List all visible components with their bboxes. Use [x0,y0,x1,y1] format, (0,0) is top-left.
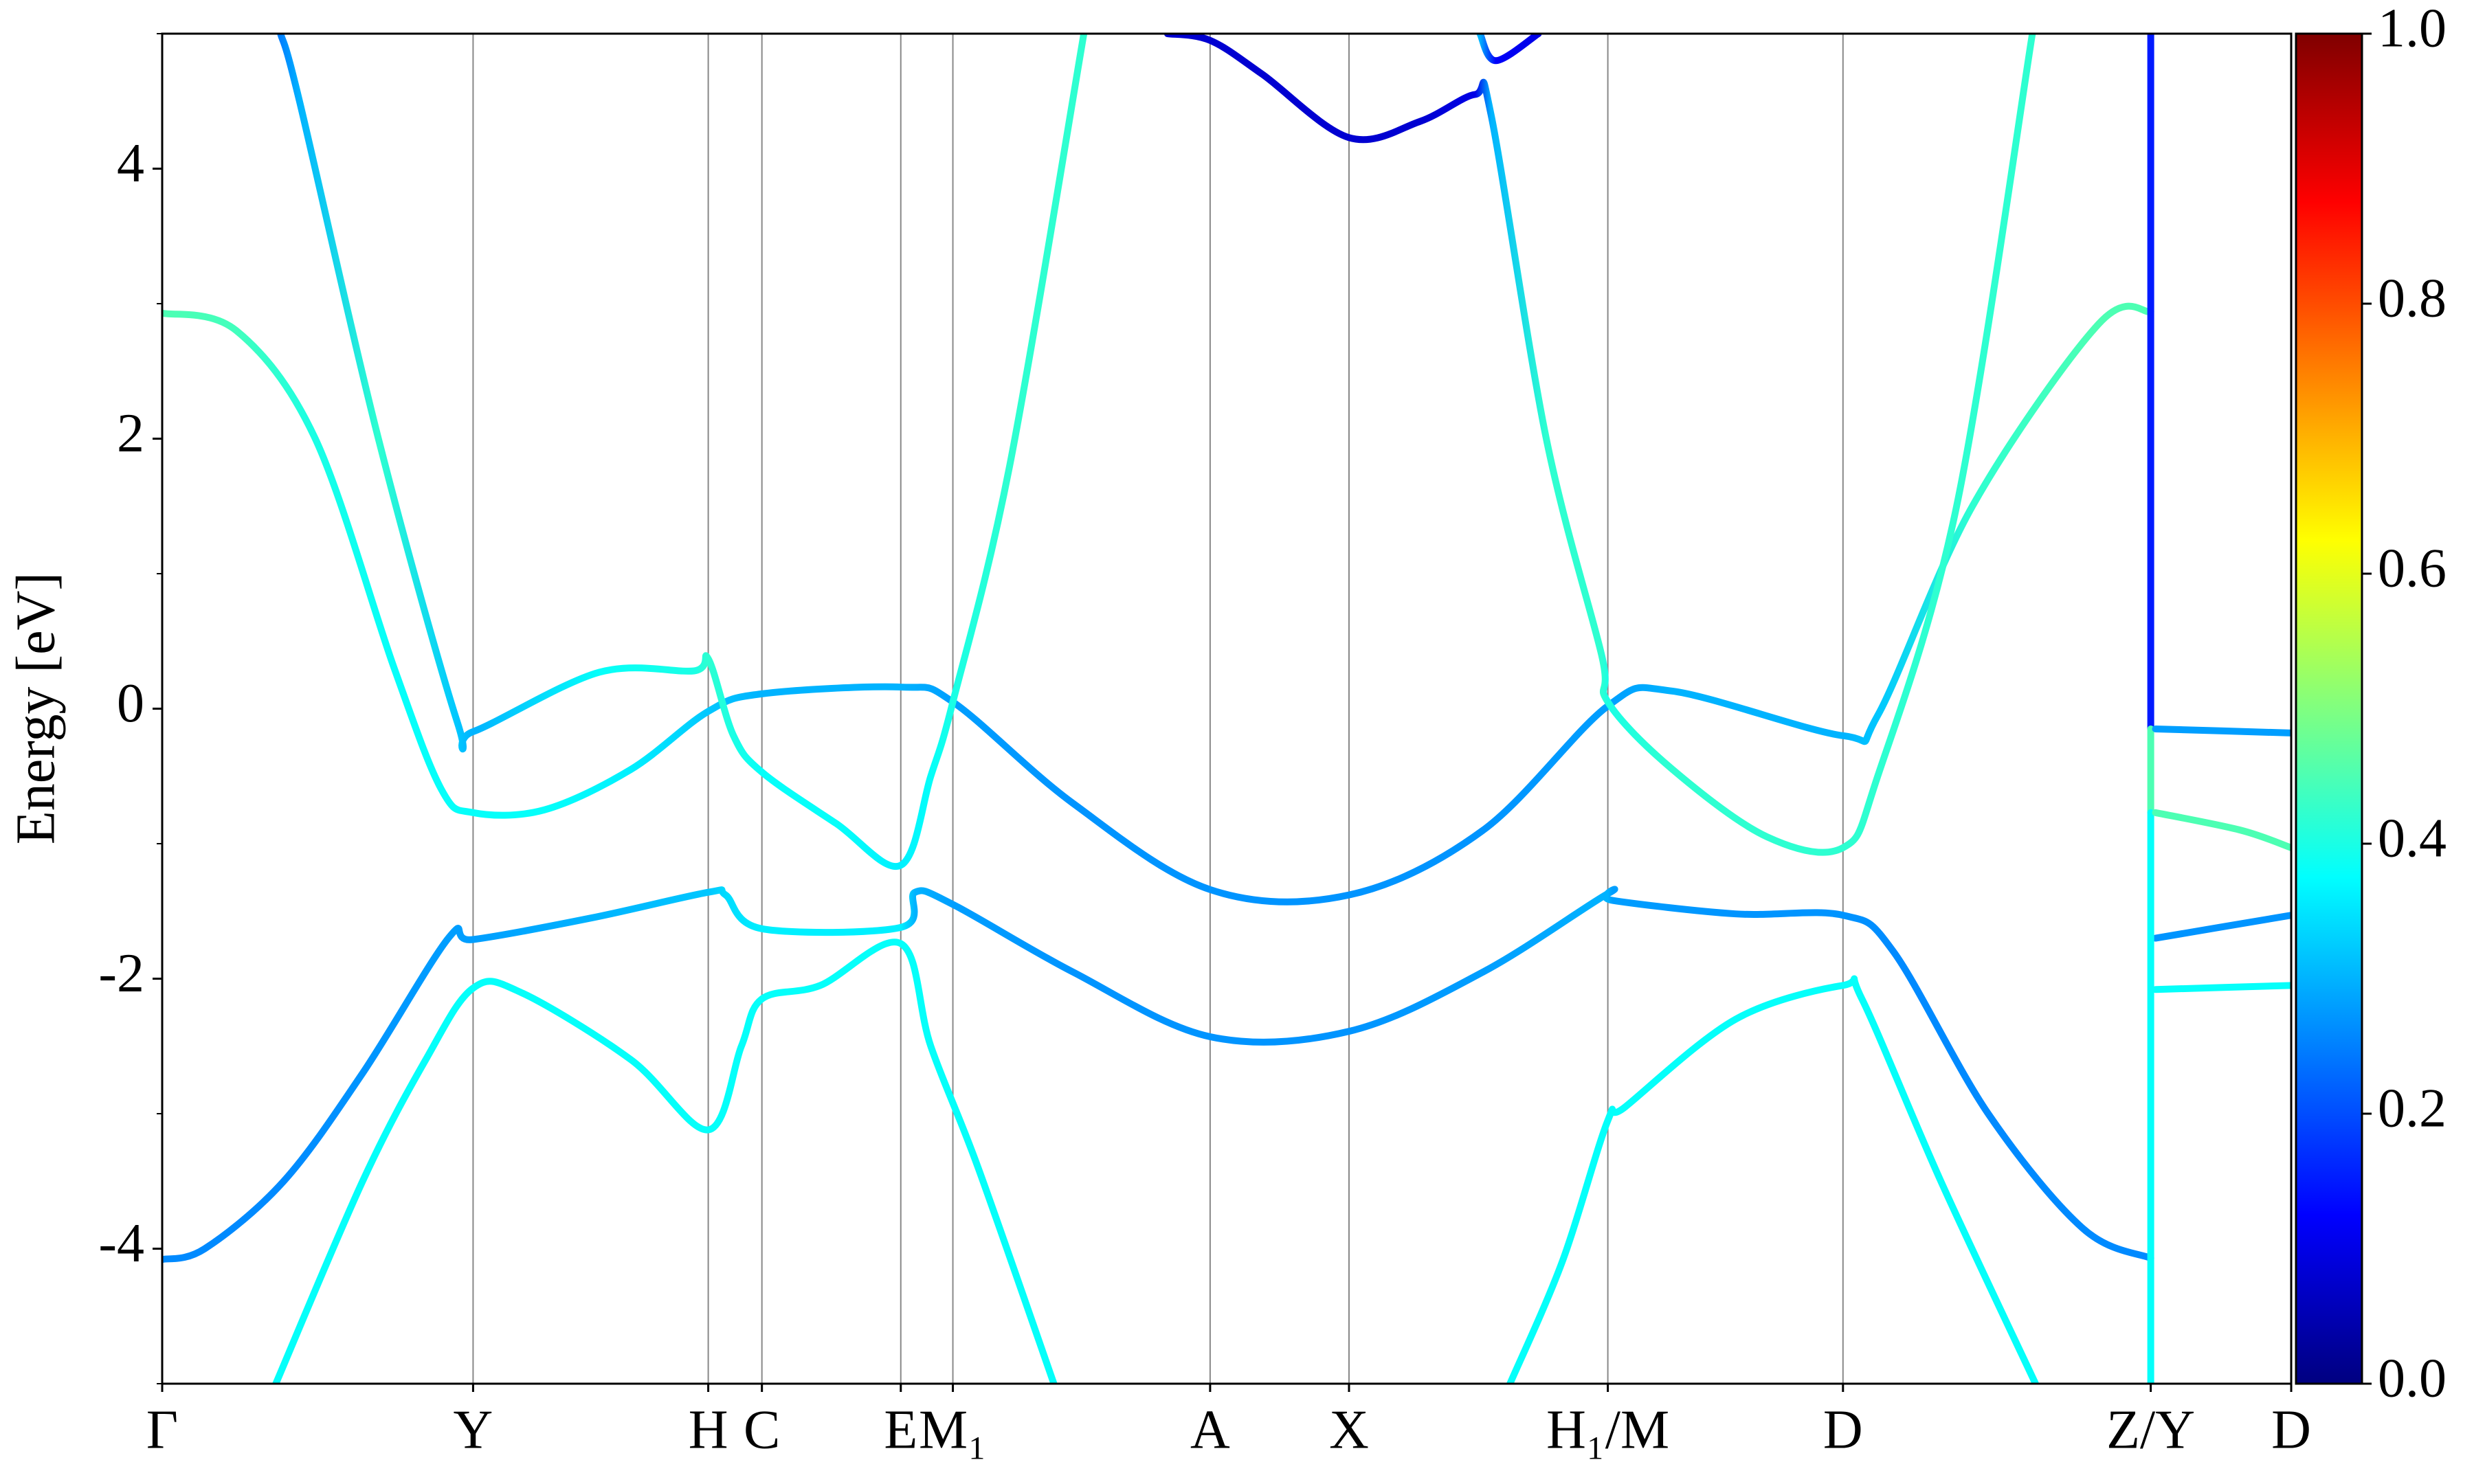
y-tick-label: -2 [98,943,144,1004]
band-line [1476,34,1542,65]
y-tick-label: 2 [117,403,144,464]
band-line [272,938,1058,1384]
band-line [1163,34,2036,856]
band-line [2152,982,2291,993]
band-line [277,34,1088,870]
x-tick-label: H₁/M [1546,1399,1669,1460]
x-tick-label: Z/Y [2106,1399,2195,1460]
y-tick-label: 4 [117,133,144,194]
x-tick-label: D [1823,1399,1863,1460]
band-line [2152,725,2291,737]
plot-frame [161,32,2293,1385]
band-line [162,302,2154,906]
band-line [1506,975,2039,1384]
x-tick-label: D [2271,1399,2311,1460]
x-tick-label: E [884,1399,917,1460]
colorbar-tick-label: 0.0 [2378,1348,2447,1408]
band-line [2152,912,2291,942]
y-tick-label: 0 [117,673,144,734]
x-tick-label: X [1329,1399,1369,1460]
y-tick-label: -4 [98,1213,144,1274]
band-line [2152,809,2291,851]
x-tick-label: A [1190,1399,1230,1460]
colorbar-tick-label: 0.8 [2378,268,2447,328]
x-tick-label: M₁ [919,1399,987,1460]
colorbar-tick-label: 0.2 [2378,1078,2447,1138]
colorbar-tick-label: 0.4 [2378,808,2447,868]
x-tick-label: Γ [146,1399,178,1460]
x-tick-label: H [689,1399,728,1460]
x-tick-label: C [744,1399,780,1460]
colorbar-tick-label: 1.0 [2378,0,2447,58]
y-axis-label: Energy [eV] [5,572,66,844]
colorbar-tick-label: 0.6 [2378,538,2447,598]
colorbar [2295,32,2363,1385]
band-line [162,886,2154,1263]
x-tick-label: Y [454,1399,493,1460]
